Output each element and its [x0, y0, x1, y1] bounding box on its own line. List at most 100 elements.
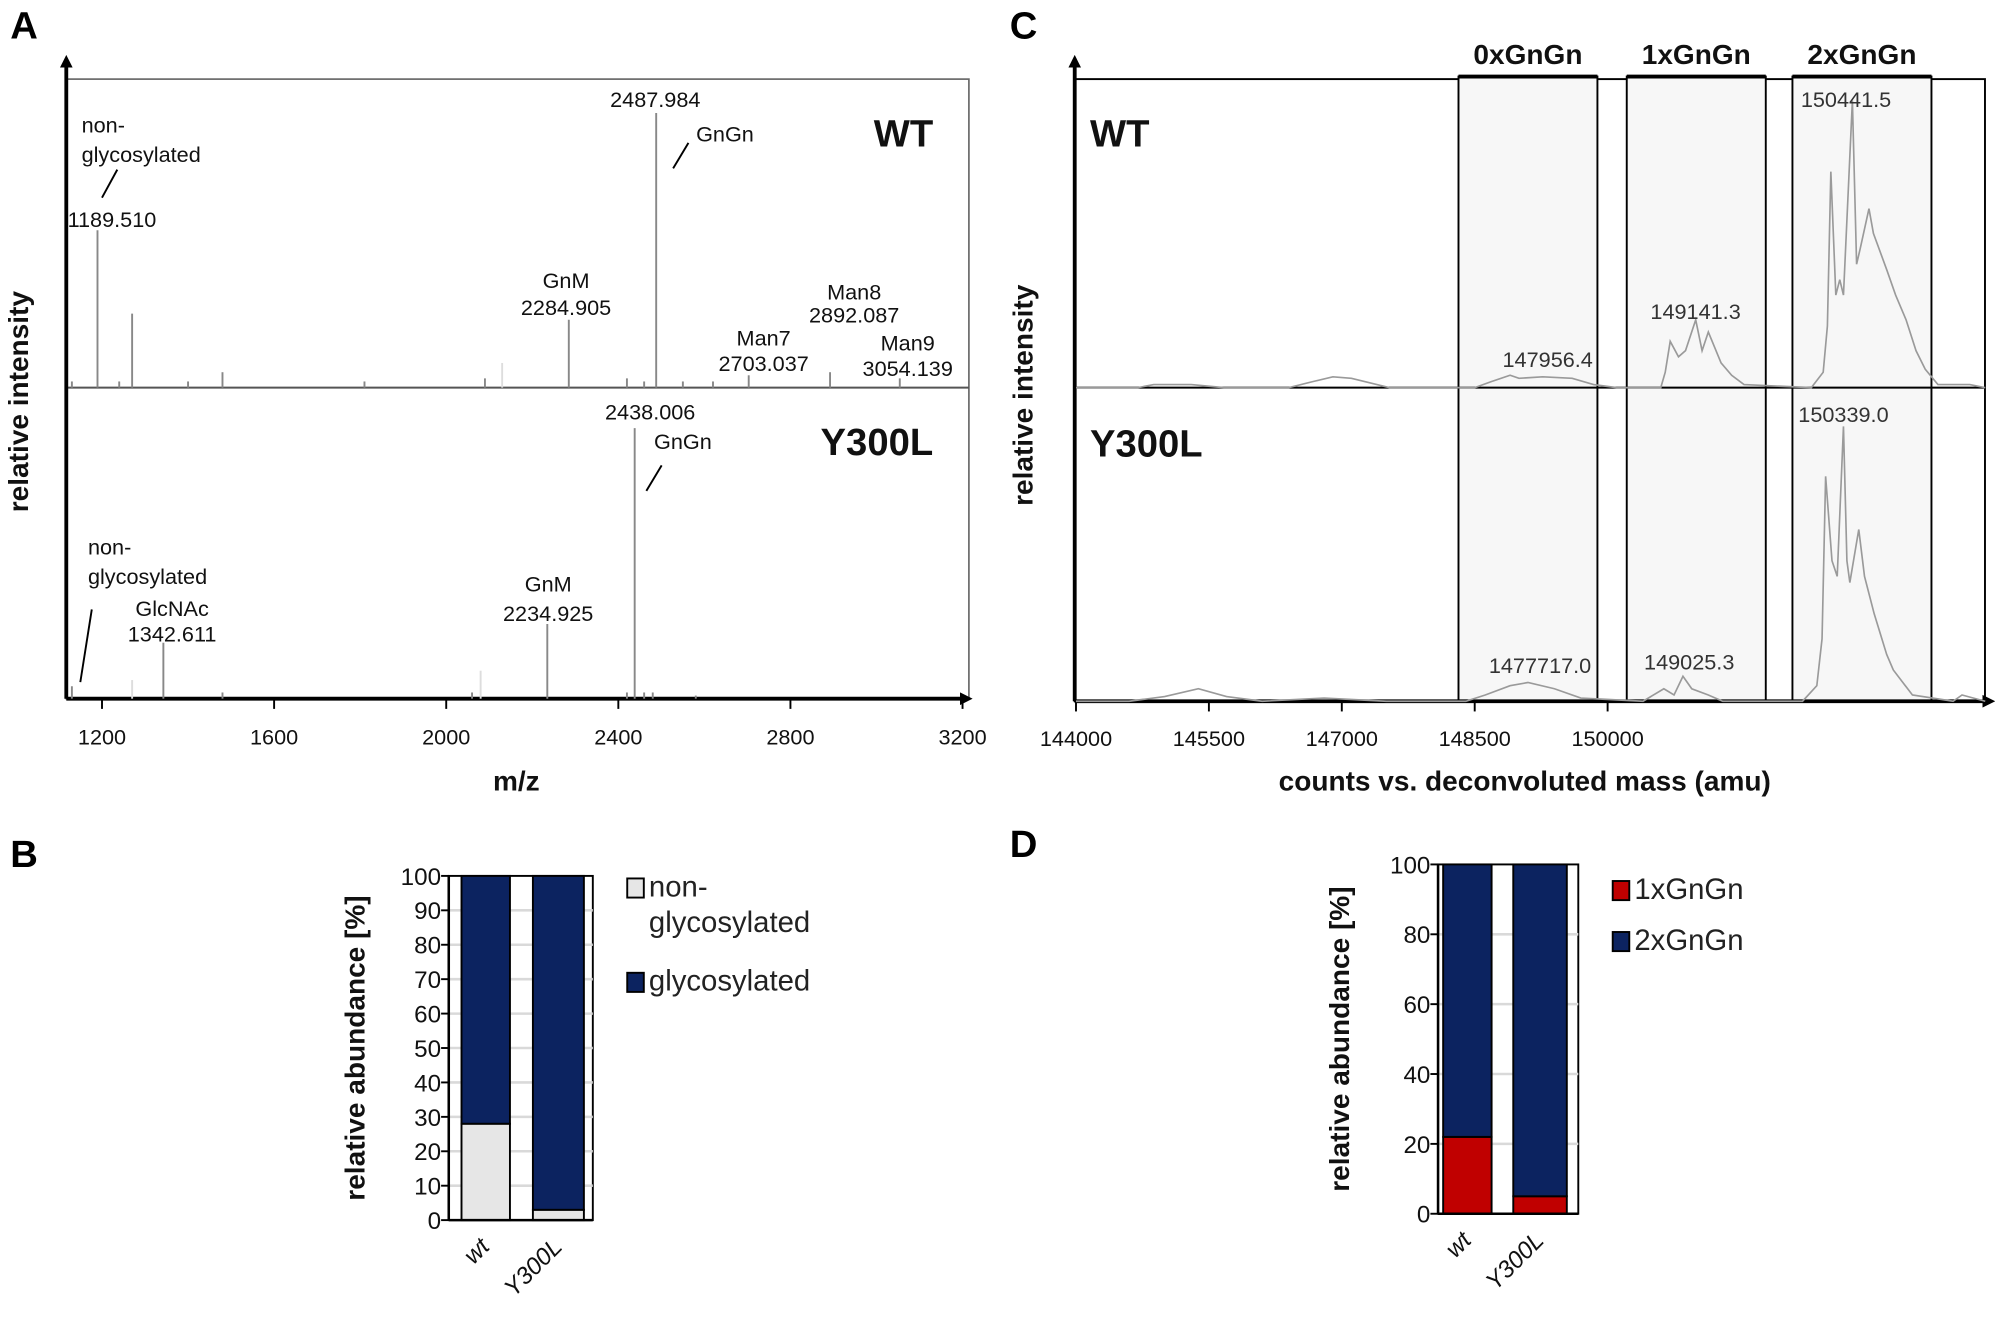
x-category-label: wt — [1441, 1226, 1478, 1263]
bar-wt-1xgngn — [1442, 1135, 1493, 1215]
peak-annotation: 2284.905 — [521, 295, 611, 320]
x-tick-label: 144000 — [1040, 726, 1112, 751]
peak-annotation: Man7 — [737, 326, 791, 351]
x-tick-label: 150000 — [1571, 726, 1643, 751]
y-tick-label: 100 — [1390, 852, 1430, 879]
y-tick-label: 40 — [414, 1070, 441, 1097]
legend-swatch — [1611, 880, 1631, 902]
peak-annotation: Man9 — [881, 331, 935, 356]
bar-wt-2xgngn — [1442, 863, 1493, 1138]
spectrum-name: WT — [874, 113, 933, 156]
bar-y300l-2xgngn — [1512, 863, 1568, 1198]
peak-annotation: Man8 — [827, 280, 881, 305]
peak-annotation: GlcNAc — [135, 596, 209, 621]
peak-annotation: non- — [82, 113, 125, 138]
bar-y300l-non-glycosylated — [531, 1208, 585, 1222]
peak-annotation: non- — [88, 535, 131, 560]
peak-annotation: 1189.510 — [68, 207, 157, 232]
y-tick-label: 100 — [401, 864, 441, 891]
peak-annotation: glycosylated — [88, 564, 207, 589]
panel-d-bar-chart: 0 20 40 60 80 100 wt Y300L relative abundance [%… — [1324, 852, 1744, 1295]
peak-annotation: GnM — [543, 268, 590, 293]
y-tick-label: 0 — [428, 1208, 441, 1235]
peak-annotation: 2438.006 — [605, 399, 695, 424]
peak-annotation: 2703.037 — [718, 351, 808, 376]
y-axis-label: relative intensity — [3, 291, 34, 513]
x-tick-label: 1600 — [250, 725, 298, 750]
panel-a-mass-spectrum: 1200 1600 2000 2400 2800 3200 m/z relative inte… — [3, 54, 987, 796]
peak-annotation: 2234.925 — [503, 601, 593, 626]
annotation-leader-line — [101, 169, 119, 199]
y-tick-label: 0 — [1417, 1202, 1430, 1229]
peak-annotation: 1342.611 — [128, 621, 217, 646]
annotation-leader-line — [645, 464, 663, 492]
glycoform-region-box — [1791, 75, 1933, 703]
legend-label: 1xGnGn — [1634, 873, 1743, 906]
annotation-leader-line — [672, 142, 690, 169]
y-tick-label: 40 — [1403, 1062, 1430, 1089]
peak-annotation: 2487.984 — [610, 87, 700, 112]
peak-mass-label: 1477717.0 — [1489, 653, 1591, 678]
x-tick-label: 2000 — [422, 725, 470, 750]
bar-y300l-1xgngn — [1512, 1195, 1568, 1215]
spectrum-trace — [1075, 426, 1986, 703]
x-tick-label: 145500 — [1173, 726, 1245, 751]
x-tick-label: 2400 — [594, 725, 642, 750]
y-tick-label: 10 — [414, 1174, 441, 1201]
y-tick-label: 70 — [414, 967, 441, 994]
y-tick-label: 80 — [414, 933, 441, 960]
annotation-leader-line — [79, 609, 93, 683]
glycoform-region-box — [1625, 75, 1767, 703]
panel-letter-a: A — [10, 4, 38, 47]
x-tick-label: 148500 — [1439, 726, 1511, 751]
panel-b-bar-chart: 0 10 20 30 40 50 60 70 80 90 100 wt Y300L relative ab… — [340, 864, 811, 1302]
spectrum-name: Y300L — [1090, 422, 1203, 465]
legend-swatch — [1611, 931, 1631, 953]
peak-annotation: GnGn — [654, 429, 712, 454]
bar-y300l-glycosylated — [531, 874, 585, 1211]
glycoform-region-box — [1457, 75, 1599, 703]
legend-label: glycosylated — [649, 965, 810, 998]
x-tick-label: 147000 — [1306, 726, 1378, 751]
peak-mass-label: 150339.0 — [1798, 402, 1888, 427]
y-tick-label: 60 — [414, 1002, 441, 1029]
y-axis-label: relative intensity — [1008, 284, 1039, 506]
peak-annotation: 2892.087 — [809, 303, 899, 328]
region-label: 2xGnGn — [1807, 39, 1916, 70]
legend-label: 2xGnGn — [1634, 924, 1743, 957]
peak-mass-label: 147956.4 — [1503, 347, 1593, 372]
legend-label: non- — [649, 870, 708, 903]
peak-annotation: 3054.139 — [863, 356, 953, 381]
peak-mass-label: 149141.3 — [1650, 299, 1740, 324]
y-tick-label: 80 — [1403, 922, 1430, 949]
x-tick-label: 3200 — [938, 725, 986, 750]
x-axis-label: m/z — [493, 765, 540, 796]
spectrum-name: Y300L — [821, 421, 934, 464]
region-label: 1xGnGn — [1642, 39, 1751, 70]
x-category-label: Y300L — [499, 1233, 568, 1302]
legend-label: glycosylated — [649, 906, 810, 939]
x-category-label: Y300L — [1481, 1227, 1550, 1296]
spectrum-trace — [1075, 100, 1986, 389]
y-tick-label: 30 — [414, 1105, 441, 1132]
y-tick-label: 20 — [414, 1139, 441, 1166]
panel-letter-c: C — [1010, 4, 1038, 47]
y-tick-label: 50 — [414, 1036, 441, 1063]
x-category-label: wt — [459, 1232, 496, 1269]
peak-annotation: glycosylated — [82, 142, 201, 167]
panel-letter-b: B — [10, 833, 38, 876]
y-tick-label: 60 — [1403, 992, 1430, 1019]
legend-swatch — [626, 877, 645, 899]
y-axis-label: relative abundance [%] — [340, 895, 371, 1200]
region-label: 0xGnGn — [1473, 39, 1582, 70]
x-tick-label: 2800 — [766, 725, 814, 750]
spectrum-name: WT — [1090, 113, 1149, 156]
legend-swatch — [626, 971, 645, 993]
panel-letter-d: D — [1010, 823, 1038, 866]
peak-mass-label: 149025.3 — [1644, 649, 1734, 674]
peak-annotation: GnM — [525, 572, 572, 597]
x-tick-label: 1200 — [78, 725, 126, 750]
peak-mass-label: 150441.5 — [1801, 87, 1891, 112]
panel-c-deconvoluted-spectrum: 0xGnGn 1xGnGn 2xGnGn 144000 145500 147000 1485… — [1008, 39, 1996, 796]
